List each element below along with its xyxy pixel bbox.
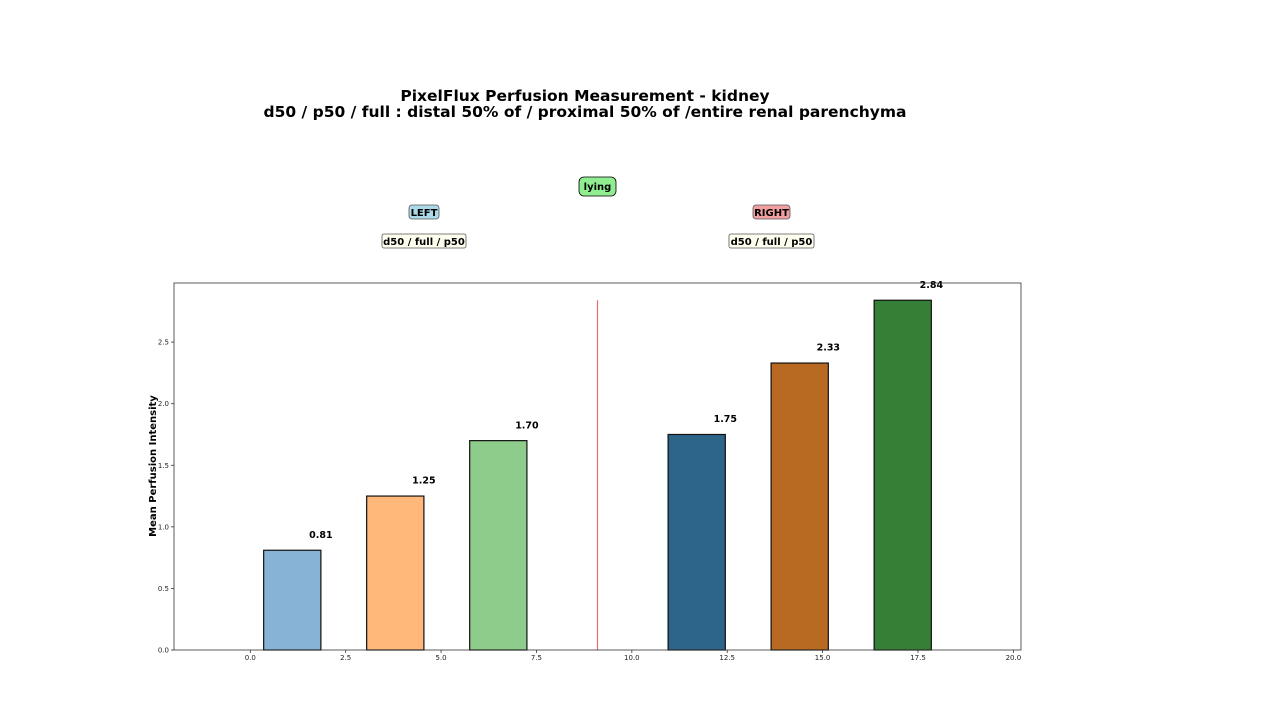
bar-right-full — [770, 362, 829, 651]
bar-left-d50 — [263, 549, 322, 651]
bar-left-p50 — [469, 440, 528, 651]
annotation-left: LEFT — [408, 204, 440, 220]
annotation-right: RIGHT — [752, 204, 791, 220]
bar-right-d50 — [667, 433, 726, 651]
bar-value-label: 1.25 — [412, 476, 435, 487]
plot-area: 0.0 2.5 5.0 7.5 10.0 12.5 15.0 17.5 20.0 0.0 0.5 1.… — [158, 280, 1021, 662]
chart-title-line2: d50 / p50 / full : distal 50% of / proxi… — [263, 103, 906, 121]
annotation-lying: lying — [578, 176, 617, 197]
x-tick-label: 5.0 — [436, 654, 447, 662]
y-tick-label: 2.5 — [158, 339, 169, 347]
x-tick-label: 10.0 — [624, 654, 640, 662]
bar-value-label: 0.81 — [309, 530, 332, 541]
y-tick-label: 0.5 — [158, 585, 169, 593]
bar-right-p50 — [873, 299, 932, 651]
bar-value-label: 2.33 — [817, 343, 840, 354]
left-order-label: d50 / full / p50 — [383, 237, 465, 248]
annotation-left-order: d50 / full / p50 — [381, 233, 467, 249]
right-label: RIGHT — [754, 208, 789, 219]
y-tick-label: 2.0 — [158, 400, 169, 408]
plot-frame — [173, 282, 1022, 651]
bar-left-full — [366, 495, 425, 651]
right-order-label: d50 / full / p50 — [731, 237, 813, 248]
y-tick-label: 0.0 — [158, 647, 169, 655]
x-tick-label: 20.0 — [1006, 654, 1022, 662]
x-tick-label: 15.0 — [815, 654, 831, 662]
x-tick-label: 7.5 — [531, 654, 542, 662]
x-tick-label: 12.5 — [719, 654, 735, 662]
bar-value-label: 1.75 — [714, 414, 737, 425]
bar-value-label: 1.70 — [515, 420, 539, 431]
chart-title-line1: PixelFlux Perfusion Measurement - kidney — [400, 87, 769, 105]
x-tick-label: 0.0 — [245, 654, 256, 662]
left-label: LEFT — [411, 208, 438, 219]
y-axis-label: Mean Perfusion Intensity — [148, 395, 159, 537]
x-tick-label: 17.5 — [910, 654, 926, 662]
y-tick-label: 1.5 — [158, 462, 169, 470]
bar-value-label: 2.84 — [920, 280, 944, 291]
x-tick-label: 2.5 — [340, 654, 351, 662]
lying-label: lying — [584, 182, 612, 193]
y-tick-label: 1.0 — [158, 523, 169, 531]
annotation-right-order: d50 / full / p50 — [728, 233, 815, 249]
